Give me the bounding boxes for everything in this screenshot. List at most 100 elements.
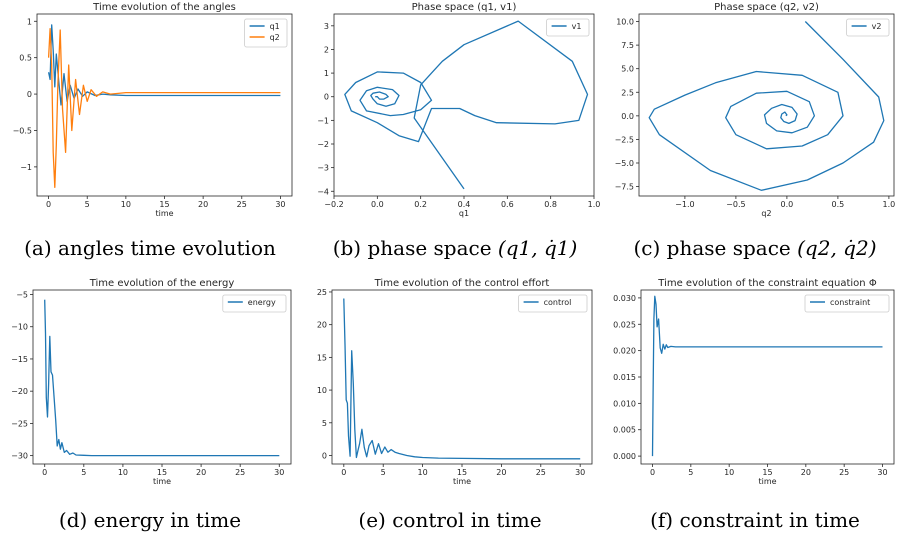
chart-title: Phase space (q1, v1) — [412, 2, 517, 13]
axes-frame — [331, 289, 593, 465]
legend-label-q2: q2 — [270, 33, 280, 42]
chart-svg-e: Time evolution of the control effort 0 5 10… — [317, 278, 593, 486]
x-tick-label: 5 — [81, 468, 86, 477]
y-tick-label: −25 — [11, 419, 28, 428]
chart-title: Time evolution of the control effort — [374, 278, 550, 289]
y-tick-label: 15 — [317, 353, 327, 362]
y-tick-label: −0.5 — [13, 126, 32, 135]
series-line-v1 — [344, 20, 589, 190]
y-tick-label: −15 — [11, 355, 28, 364]
y-tick-label: 0.5 — [19, 54, 32, 63]
y-tick-label: −4 — [317, 187, 329, 196]
y-tick-label: 0 — [322, 451, 327, 460]
y-tick-label: −7.5 — [615, 183, 634, 192]
series-line-constraint — [651, 295, 883, 457]
chart-panel-phase-space-q2: Phase space (q2, v2) −1.0 −0.5 0.0 0.5 1.0 −7.… — [600, 0, 901, 222]
x-tick-label: 5 — [85, 200, 90, 209]
y-tick-label: 0.0 — [621, 112, 634, 121]
x-tick-label: 0.8 — [544, 200, 557, 209]
x-tick-label: 15 — [157, 468, 167, 477]
x-tick-label: 25 — [536, 468, 546, 477]
y-tick-label: −20 — [11, 387, 28, 396]
chart-svg-d: Time evolution of the energy 0 5 10 15 20 25 30… — [11, 278, 292, 486]
y-tick-label: 0 — [324, 93, 329, 102]
x-axis-label: q2 — [761, 209, 771, 218]
y-tick-label: 3 — [324, 22, 329, 31]
chart-title: Phase space (q2, v2) — [714, 2, 819, 13]
axes-frame — [640, 289, 895, 465]
legend-label-v1: v1 — [572, 22, 582, 31]
x-tick-label: 25 — [237, 200, 247, 209]
x-tick-label: 10 — [121, 200, 131, 209]
x-tick-label: 0 — [46, 200, 51, 209]
y-tick-label: 0.000 — [613, 452, 636, 461]
x-tick-label: 1.0 — [588, 200, 601, 209]
y-tick-label: 1 — [27, 17, 32, 26]
legend-label-constraint: constraint — [830, 298, 870, 307]
chart-title: Time evolution of the angles — [92, 2, 236, 13]
y-tick-label: −1 — [317, 116, 329, 125]
axes-frame — [32, 289, 292, 465]
x-axis-label: time — [153, 477, 171, 486]
x-tick-label: 30 — [575, 468, 585, 477]
x-tick-label: 30 — [877, 468, 887, 477]
x-tick-label: 0 — [650, 468, 655, 477]
y-tick-label: −2.5 — [615, 135, 634, 144]
y-tick-label: 10 — [317, 386, 327, 395]
y-tick-label: 0.025 — [613, 320, 636, 329]
series-line-v2 — [648, 21, 885, 191]
legend-box — [546, 18, 590, 37]
caption-e: (e) control in time — [358, 508, 542, 532]
x-tick-label: 30 — [274, 468, 284, 477]
chart-panel-phase-space-q1: Phase space (q1, v1) −0.2 0.0 0.2 0.4 0.6 0.8 1… — [300, 0, 600, 222]
x-tick-label: 20 — [196, 468, 206, 477]
chart-panel-constraint: Time evolution of the constraint equatio… — [600, 278, 901, 496]
x-tick-label: 10 — [418, 468, 428, 477]
x-tick-label: 20 — [801, 468, 811, 477]
x-tick-label: 0 — [341, 468, 346, 477]
chart-svg-f: Time evolution of the constraint equatio… — [613, 278, 895, 486]
y-tick-label: 0.030 — [613, 294, 636, 303]
caption-f: (f) constraint in time — [650, 508, 860, 532]
series-line-q2 — [47, 27, 281, 188]
x-tick-label: 30 — [275, 200, 285, 209]
chart-svg-a: Time evolution of the angles 0 5 10 15 20 25 30… — [13, 2, 293, 218]
y-tick-label: −3 — [317, 164, 329, 173]
x-tick-label: 15 — [457, 468, 467, 477]
chart-title: Time evolution of the constraint equatio… — [657, 278, 877, 289]
y-tick-label: 1 — [324, 69, 329, 78]
x-tick-label: 10 — [118, 468, 128, 477]
y-tick-label: −2 — [317, 140, 329, 149]
chart-title: Time evolution of the energy — [89, 278, 235, 289]
y-tick-label: 0.015 — [613, 373, 636, 382]
x-tick-label: 15 — [159, 200, 169, 209]
y-tick-label: 2.5 — [621, 88, 634, 97]
x-tick-label: 0.4 — [458, 200, 471, 209]
legend-box — [244, 18, 288, 48]
x-axis-label: time — [155, 209, 173, 218]
y-tick-label: 2 — [324, 45, 329, 54]
y-tick-label: −10 — [11, 323, 28, 332]
chart-panel-control: Time evolution of the control effort 0 5 10… — [300, 278, 600, 496]
axes-frame — [638, 13, 895, 197]
axes-frame — [333, 13, 595, 197]
x-axis-label: time — [758, 477, 776, 486]
legend-label-energy: energy — [248, 298, 276, 307]
y-tick-label: −5 — [16, 291, 28, 300]
chart-panel-energy: Time evolution of the energy 0 5 10 15 20 25 30… — [0, 278, 300, 496]
x-tick-label: 0.5 — [832, 200, 845, 209]
x-tick-label: 20 — [198, 200, 208, 209]
y-tick-label: 20 — [317, 321, 327, 330]
legend-label-v2: v2 — [872, 22, 882, 31]
y-tick-label: 5 — [322, 419, 327, 428]
y-tick-label: 5.0 — [621, 65, 634, 74]
y-tick-label: −5.0 — [615, 159, 634, 168]
x-tick-label: 0.2 — [414, 200, 427, 209]
x-axis-label: q1 — [459, 209, 469, 218]
legend-label-control: control — [544, 298, 572, 307]
y-tick-label: 0.020 — [613, 347, 636, 356]
x-tick-label: 0.0 — [371, 200, 384, 209]
y-tick-label: −30 — [11, 452, 28, 461]
x-tick-label: 5 — [381, 468, 386, 477]
x-tick-label: −0.5 — [726, 200, 745, 209]
